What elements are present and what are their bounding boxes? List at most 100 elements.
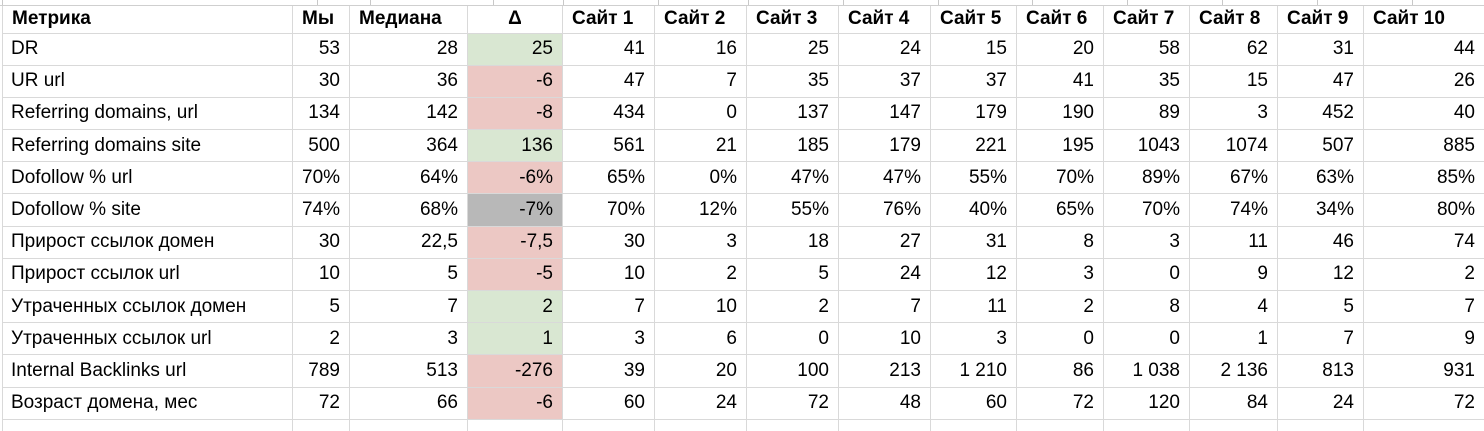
site-value-cell[interactable]: 18 <box>747 226 839 258</box>
delta-value-cell[interactable]: -7,5 <box>468 226 563 258</box>
column-header-delta[interactable]: Δ <box>468 6 563 33</box>
site-value-cell[interactable]: 89% <box>1104 162 1190 194</box>
site-value-cell[interactable]: 24 <box>655 387 747 419</box>
median-value-cell[interactable]: 513 <box>350 355 468 387</box>
site-value-cell[interactable]: 3 <box>1190 97 1278 129</box>
we-value-cell[interactable]: 53 <box>293 33 350 65</box>
site-value-cell[interactable]: 0 <box>1017 323 1104 355</box>
site-value-cell[interactable]: 7 <box>563 291 655 323</box>
delta-value-cell[interactable]: 136 <box>468 130 563 162</box>
site-value-cell[interactable]: 3 <box>1104 226 1190 258</box>
site-value-cell[interactable]: 7 <box>839 291 931 323</box>
we-value-cell[interactable]: 2 <box>293 323 350 355</box>
site-value-cell[interactable]: 8 <box>1017 226 1104 258</box>
site-value-cell[interactable]: 24 <box>839 258 931 290</box>
we-value-cell[interactable]: 5 <box>293 291 350 323</box>
site-value-cell[interactable]: 40 <box>1364 97 1484 129</box>
site-value-cell[interactable]: 11 <box>1190 226 1278 258</box>
metric-name-cell[interactable]: Прирост ссылок url <box>3 258 293 290</box>
column-header-site-2[interactable]: Сайт 2 <box>655 6 747 33</box>
site-value-cell[interactable]: 9 <box>1364 323 1484 355</box>
site-value-cell[interactable]: 434 <box>563 97 655 129</box>
site-value-cell[interactable]: 0 <box>747 323 839 355</box>
site-value-cell[interactable]: 67% <box>1190 162 1278 194</box>
site-value-cell[interactable]: 213 <box>839 355 931 387</box>
site-value-cell[interactable]: 452 <box>1278 97 1364 129</box>
site-value-cell[interactable]: 561 <box>563 130 655 162</box>
site-value-cell[interactable]: 30 <box>563 226 655 258</box>
metric-name-cell[interactable]: DR <box>3 33 293 65</box>
site-value-cell[interactable]: 89 <box>1104 97 1190 129</box>
site-value-cell[interactable]: 0 <box>1104 323 1190 355</box>
column-header-site-9[interactable]: Сайт 9 <box>1278 6 1364 33</box>
column-header-median[interactable]: Медиана <box>350 6 468 33</box>
column-header-site-5[interactable]: Сайт 5 <box>931 6 1017 33</box>
site-value-cell[interactable]: 47 <box>1278 65 1364 97</box>
median-value-cell[interactable]: 64% <box>350 162 468 194</box>
site-value-cell[interactable]: 41 <box>1017 65 1104 97</box>
site-value-cell[interactable]: 12% <box>655 194 747 226</box>
median-value-cell[interactable]: 68% <box>350 194 468 226</box>
we-value-cell[interactable]: 30 <box>293 226 350 258</box>
site-value-cell[interactable]: 70% <box>1104 194 1190 226</box>
site-value-cell[interactable]: 31 <box>931 226 1017 258</box>
site-value-cell[interactable]: 0 <box>655 97 747 129</box>
delta-value-cell[interactable]: -276 <box>468 355 563 387</box>
site-value-cell[interactable]: 65% <box>563 162 655 194</box>
site-value-cell[interactable]: 70% <box>1017 162 1104 194</box>
site-value-cell[interactable]: 80% <box>1364 194 1484 226</box>
site-value-cell[interactable]: 74% <box>1190 194 1278 226</box>
site-value-cell[interactable]: 60 <box>563 387 655 419</box>
site-value-cell[interactable]: 46 <box>1278 226 1364 258</box>
site-value-cell[interactable]: 15 <box>1190 65 1278 97</box>
site-value-cell[interactable]: 84 <box>1190 387 1278 419</box>
site-value-cell[interactable]: 6 <box>655 323 747 355</box>
site-value-cell[interactable]: 63% <box>1278 162 1364 194</box>
we-value-cell[interactable]: 10 <box>293 258 350 290</box>
site-value-cell[interactable]: 47% <box>839 162 931 194</box>
site-value-cell[interactable]: 5 <box>1278 291 1364 323</box>
site-value-cell[interactable]: 0 <box>1104 258 1190 290</box>
we-value-cell[interactable]: 789 <box>293 355 350 387</box>
site-value-cell[interactable]: 58 <box>1104 33 1190 65</box>
metric-name-cell[interactable]: Dofollow % site <box>3 194 293 226</box>
delta-value-cell[interactable]: -6 <box>468 387 563 419</box>
metric-name-cell[interactable]: Прирост ссылок домен <box>3 226 293 258</box>
site-value-cell[interactable]: 35 <box>1104 65 1190 97</box>
delta-value-cell[interactable]: -5 <box>468 258 563 290</box>
site-value-cell[interactable]: 1074 <box>1190 130 1278 162</box>
site-value-cell[interactable]: 15 <box>931 33 1017 65</box>
site-value-cell[interactable]: 70% <box>563 194 655 226</box>
site-value-cell[interactable]: 37 <box>839 65 931 97</box>
site-value-cell[interactable]: 179 <box>931 97 1017 129</box>
site-value-cell[interactable]: 2 <box>1017 291 1104 323</box>
site-value-cell[interactable]: 65% <box>1017 194 1104 226</box>
column-header-site-10[interactable]: Сайт 10 <box>1364 6 1484 33</box>
metric-name-cell[interactable]: Утраченных ссылок домен <box>3 291 293 323</box>
column-header-site-7[interactable]: Сайт 7 <box>1104 6 1190 33</box>
site-value-cell[interactable]: 20 <box>1017 33 1104 65</box>
site-value-cell[interactable]: 507 <box>1278 130 1364 162</box>
site-value-cell[interactable]: 7 <box>1364 291 1484 323</box>
site-value-cell[interactable]: 885 <box>1364 130 1484 162</box>
site-value-cell[interactable]: 41 <box>563 33 655 65</box>
site-value-cell[interactable]: 31 <box>1278 33 1364 65</box>
median-value-cell[interactable]: 28 <box>350 33 468 65</box>
site-value-cell[interactable]: 2 136 <box>1190 355 1278 387</box>
metric-name-cell[interactable]: Internal Backlinks url <box>3 355 293 387</box>
site-value-cell[interactable]: 1 038 <box>1104 355 1190 387</box>
site-value-cell[interactable]: 185 <box>747 130 839 162</box>
site-value-cell[interactable]: 1043 <box>1104 130 1190 162</box>
column-header-we[interactable]: Мы <box>293 6 350 33</box>
site-value-cell[interactable]: 44 <box>1364 33 1484 65</box>
median-value-cell[interactable]: 36 <box>350 65 468 97</box>
site-value-cell[interactable]: 1 210 <box>931 355 1017 387</box>
site-value-cell[interactable]: 24 <box>1278 387 1364 419</box>
delta-value-cell[interactable]: -6% <box>468 162 563 194</box>
site-value-cell[interactable]: 12 <box>1278 258 1364 290</box>
we-value-cell[interactable]: 30 <box>293 65 350 97</box>
delta-value-cell[interactable]: 1 <box>468 323 563 355</box>
site-value-cell[interactable]: 47 <box>563 65 655 97</box>
metric-name-cell[interactable]: Referring domains site <box>3 130 293 162</box>
site-value-cell[interactable]: 24 <box>839 33 931 65</box>
